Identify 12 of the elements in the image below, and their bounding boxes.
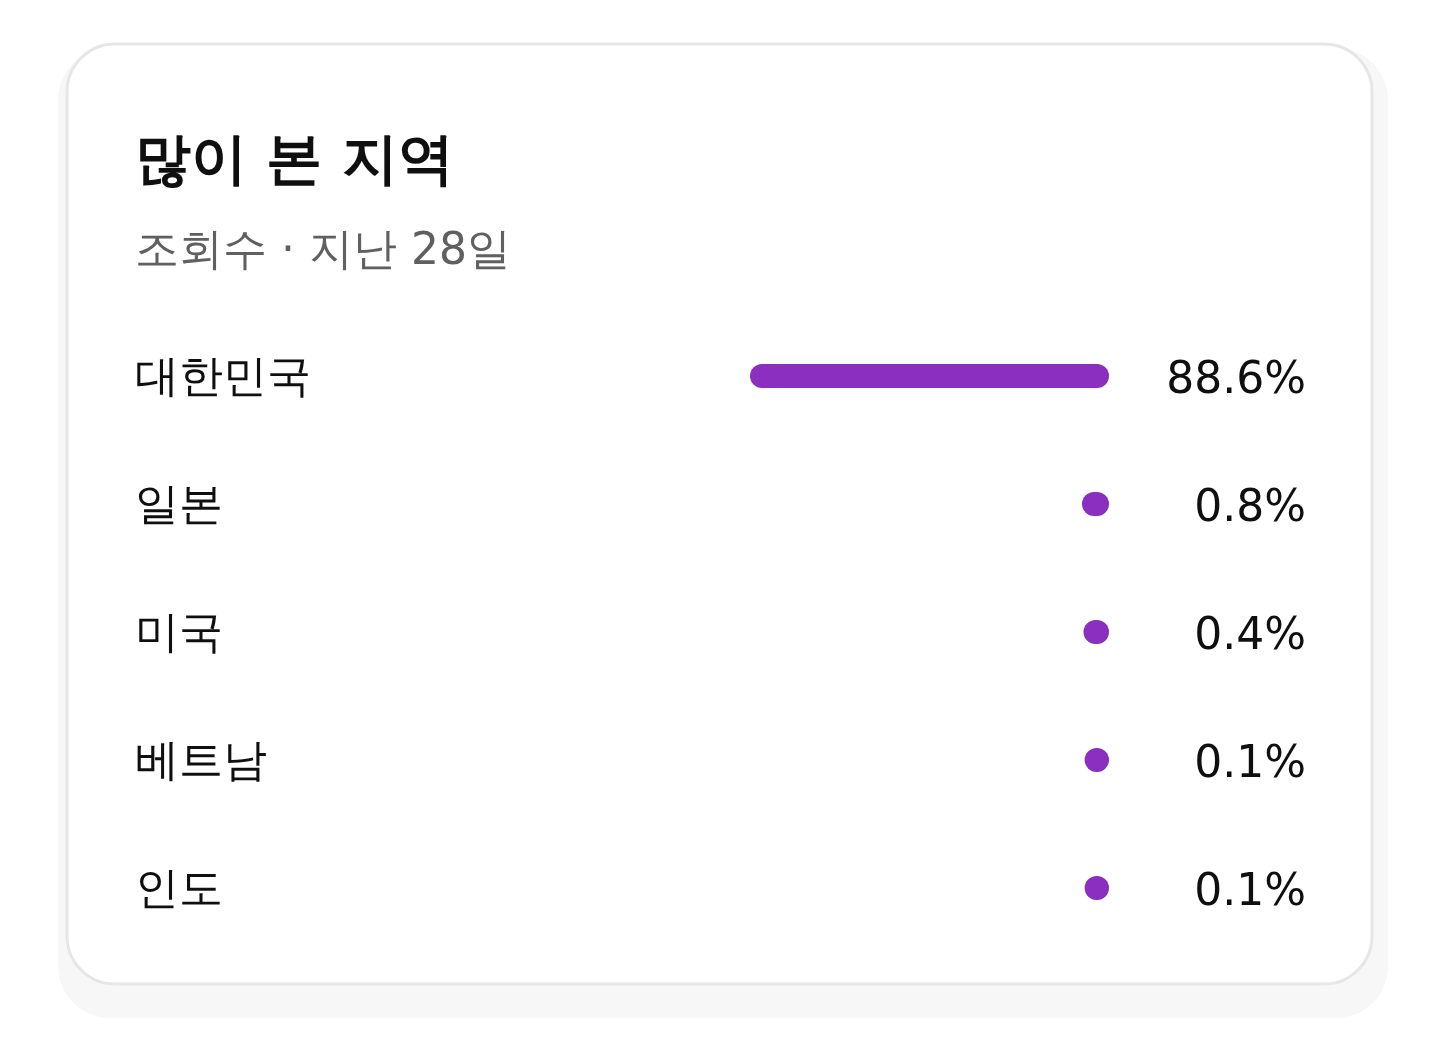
y-tick-label: 인도: [135, 862, 223, 913]
text: 조회수 · 지난 28일: [135, 223, 511, 274]
y-tick-label: 일본: [135, 478, 223, 529]
y-tick-label: 대한민국: [135, 350, 311, 401]
text: 많이 본 지역: [135, 126, 454, 191]
y-tick-label: 베트남: [135, 734, 267, 785]
data-label: 88.6%: [1166, 352, 1306, 403]
data-label: 0.1%: [1194, 864, 1306, 915]
data-label: 0.1%: [1194, 736, 1306, 787]
data-label: 0.8%: [1194, 480, 1306, 531]
data-label: 0.4%: [1194, 608, 1306, 659]
y-tick-label: 미국: [135, 606, 223, 657]
